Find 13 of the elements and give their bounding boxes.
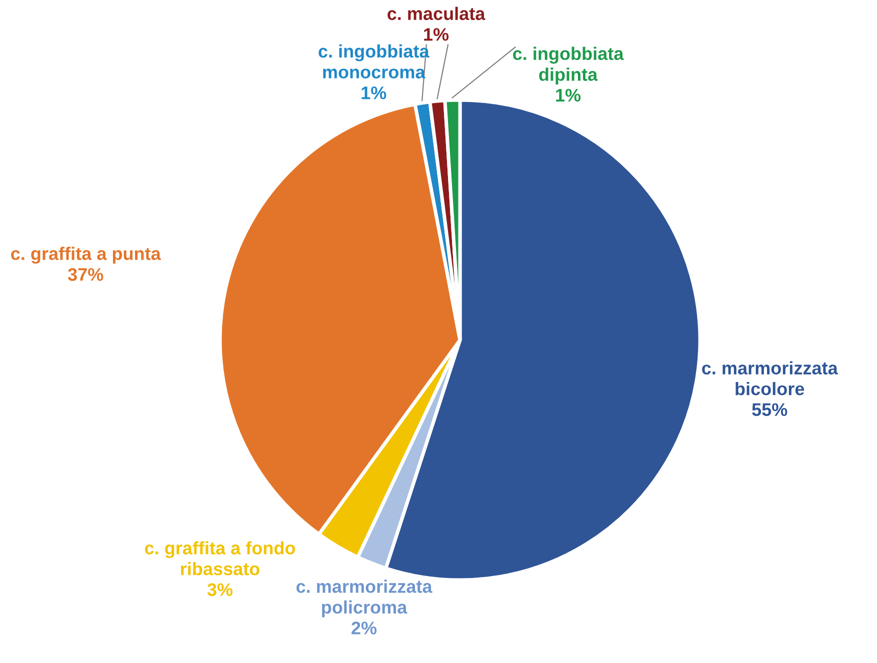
- data-label: 1%: [362, 86, 386, 100]
- slice-label: c. marmorizzata policroma: [296, 580, 432, 618]
- slice-label: c. graffita a fondo ribassato: [144, 541, 296, 576]
- data-label: 1%: [424, 28, 449, 41]
- data-label: 2%: [352, 622, 377, 634]
- slice-label: c. maculata: [388, 6, 486, 20]
- slice-label: c. graffita a punta: [11, 246, 161, 264]
- data-label: 1%: [556, 88, 581, 102]
- slice-label: c. marmorizzata bicolore: [702, 361, 838, 396]
- slice-label: c. ingobbiata dipinta: [513, 46, 624, 84]
- data-label: 3%: [207, 583, 233, 596]
- data-label: 55%: [752, 403, 788, 416]
- data-label: 37%: [68, 268, 104, 281]
